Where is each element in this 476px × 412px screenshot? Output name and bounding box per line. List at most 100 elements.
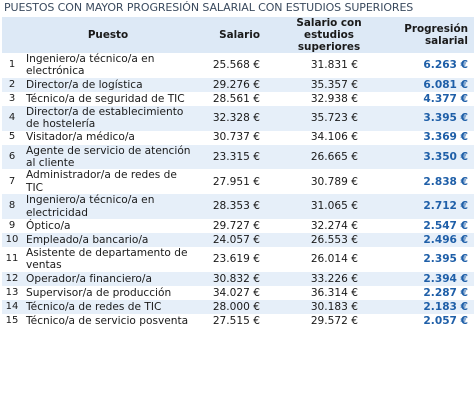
header-row: Puesto Salario Salario con estudios supe… (2, 17, 474, 53)
salary: 34.027 € (212, 286, 260, 299)
salary: 23.315 € (194, 144, 270, 170)
job-title: Óptico/a (26, 219, 71, 232)
salary-higher-education: 32.274 € (310, 219, 358, 232)
salary-progression: 6.263 € (423, 59, 468, 72)
salary-progression: 3.369 € (423, 131, 468, 144)
salary: 24.057 € (194, 233, 270, 248)
job-title: Técnico/a de redes de TIC (22, 299, 194, 314)
salary: 27.515 € (212, 314, 260, 327)
job-title: Director/a de establecimiento de hostele… (22, 105, 194, 131)
table-row: 1 Ingeniero/a técnico/a en electrónica 25.… (2, 53, 474, 78)
job-title: Técnico/a de seguridad de TIC (26, 92, 185, 105)
salary-higher-education: 35.357 € (270, 77, 388, 92)
salary-progression: 2.394 € (388, 271, 474, 286)
job-title: Agente de servicio de atención al client… (22, 144, 194, 170)
header-cell: Salario (194, 17, 270, 53)
salary-higher-education: 31.831 € (310, 59, 358, 72)
job-title: Asistente de departamento de ventas (26, 247, 188, 272)
table-row: 12 Operador/a financiero/a 30.832 €33.226 … (2, 271, 474, 286)
table-row: 2 Director/a de logística 29.276 €35.357 €… (2, 77, 474, 92)
row-number: 15 (5, 314, 19, 326)
salary: 32.328 € (194, 105, 270, 131)
salary-progression: 3.395 € (388, 105, 474, 131)
salary-higher-education: 32.938 € (310, 92, 358, 105)
salary: 30.832 € (194, 271, 270, 286)
salary-higher-education: 34.106 € (310, 131, 358, 144)
table-row: 13 Supervisor/a de producción 34.027 € 36.3… (2, 286, 474, 300)
salary: 25.568 € (212, 59, 260, 72)
job-title: Supervisor/a de producción (26, 286, 172, 299)
job-title: Administrador/a de redes de TIC (26, 169, 177, 194)
salary: 28.561 € (212, 92, 260, 105)
salary-higher-education: 26.665 € (270, 144, 388, 170)
table-row: 8 Ingeniero/a técnico/a en electricidad 28… (2, 194, 474, 220)
salary-progression: 2.712 € (388, 194, 474, 220)
table-row: 15 Técnico/a de servicio posventa 27.515 €… (2, 314, 474, 328)
job-title: Ingeniero/a técnico/a en electrónica (26, 53, 155, 78)
salary-progression: 6.081 € (388, 77, 474, 92)
salary-higher-education: 35.723 € (270, 105, 388, 131)
salary-progression: 2.287 € (423, 286, 468, 299)
table-header: Puesto Salario Salario con estudios supe… (2, 17, 474, 53)
salary-progression: 2.057 € (423, 314, 468, 327)
table-row: 4 Director/a de establecimiento de hostel… (2, 105, 474, 131)
salary-progression: 3.350 € (388, 144, 474, 170)
salary-progression: 2.547 € (423, 219, 468, 232)
row-number: 13 (5, 286, 19, 298)
row-number: 3 (8, 92, 16, 104)
salary: 28.353 € (194, 194, 270, 220)
table-row: 9 Óptico/a 29.727 € 32.274 € 2.547 € (2, 219, 474, 233)
table-row: 3 Técnico/a de seguridad de TIC 28.561 € 32… (2, 92, 474, 106)
salary-higher-education: 26.553 € (270, 233, 388, 248)
salary-higher-education: 26.014 € (310, 253, 358, 266)
job-title: Visitador/a médico/a (26, 131, 135, 144)
table-row: 6 Agente de servicio de atención al clien… (2, 144, 474, 170)
row-number: 10 (2, 233, 22, 248)
table: Puesto Salario Salario con estudios supe… (2, 17, 474, 328)
row-number: 11 (5, 253, 19, 265)
salary: 23.619 € (212, 253, 260, 266)
row-number: 1 (8, 59, 16, 71)
salary-higher-education: 36.314 € (310, 286, 358, 299)
salary-higher-education: 30.789 € (310, 175, 358, 188)
job-title: Operador/a financiero/a (22, 271, 194, 286)
header-cell (2, 17, 22, 53)
row-number: 6 (2, 144, 22, 170)
salary-progression: 2.395 € (423, 253, 468, 266)
row-number: 2 (2, 77, 22, 92)
salary: 27.951 € (212, 175, 260, 188)
row-number: 12 (2, 271, 22, 286)
header-cell: Salario con estudios superiores (270, 17, 388, 53)
table-row: 14 Técnico/a de redes de TIC 28.000 €30.18… (2, 299, 474, 314)
row-number: 4 (2, 105, 22, 131)
salary-higher-education: 30.183 € (270, 299, 388, 314)
header-cell: Progresión salarial (388, 17, 474, 53)
table-body: 1 Ingeniero/a técnico/a en electrónica 25.… (2, 53, 474, 328)
row-number: 5 (8, 131, 16, 143)
salary: 28.000 € (194, 299, 270, 314)
salary-progression: 2.838 € (423, 175, 468, 188)
job-title: Empleado/a bancario/a (22, 233, 194, 248)
job-title: Ingeniero/a técnico/a en electricidad (22, 194, 194, 220)
job-title: Director/a de logística (22, 77, 194, 92)
salary-progression: 4.377 € (423, 92, 468, 105)
salary-higher-education: 31.065 € (270, 194, 388, 220)
row-number: 14 (2, 299, 22, 314)
title: PUESTOS CON MAYOR PROGRESIÓN SALARIAL CO… (4, 1, 414, 14)
table-row: 7 Administrador/a de redes de TIC 27.951 €… (2, 169, 474, 194)
row-number: 7 (8, 175, 16, 187)
table-row: 10 Empleado/a bancario/a 24.057 €26.553 €2… (2, 233, 474, 248)
table-row: 5 Visitador/a médico/a 30.737 € 34.106 € 3.3… (2, 131, 474, 145)
job-title: Técnico/a de servicio posventa (26, 314, 189, 327)
table-row: 11 Asistente de departamento de ventas 23.… (2, 247, 474, 272)
salary-progression: 2.496 € (388, 233, 474, 248)
salary: 30.737 € (212, 131, 260, 144)
salary-higher-education: 29.572 € (310, 314, 358, 327)
salary-progression: 2.183 € (388, 299, 474, 314)
header-cell: Puesto (22, 17, 194, 53)
salary: 29.276 € (194, 77, 270, 92)
salary: 29.727 € (212, 219, 260, 232)
row-number: 9 (8, 219, 16, 231)
salary-higher-education: 33.226 € (270, 271, 388, 286)
